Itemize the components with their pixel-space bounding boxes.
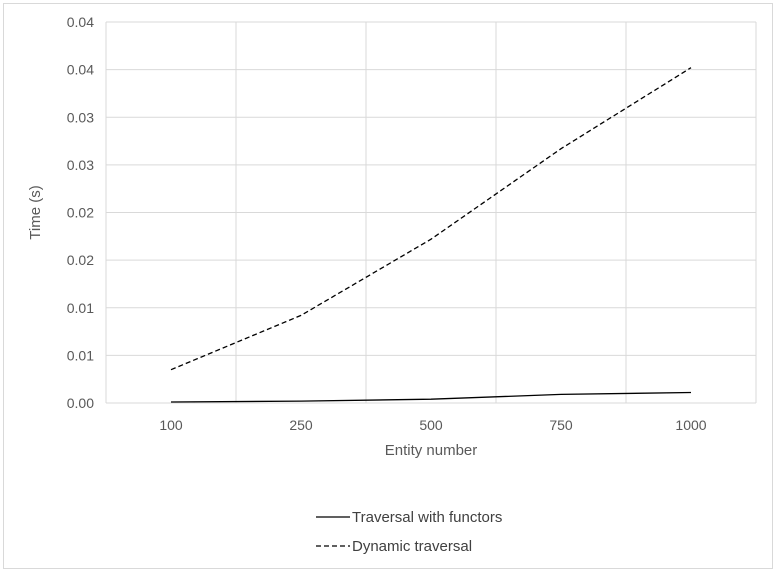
- x-tick-label: 100: [159, 417, 183, 433]
- y-tick-label: 0.01: [67, 300, 94, 316]
- legend: Traversal with functors Dynamic traversal: [316, 509, 502, 555]
- y-axis-title: Time (s): [27, 185, 44, 239]
- chart-container: 0.00 0.01 0.01 0.02 0.02 0.03 0.03 0.04 0.04 100…: [3, 3, 773, 569]
- x-tick-label: 1000: [675, 417, 706, 433]
- series-line-1: [170, 391, 692, 403]
- y-tick-label: 0.04: [67, 14, 94, 30]
- series-lines: [170, 67, 692, 403]
- y-tick-label: 0.03: [67, 109, 94, 125]
- x-axis-title: Entity number: [385, 442, 478, 459]
- x-tick-label: 250: [289, 417, 313, 433]
- line-chart: 0.00 0.01 0.01 0.02 0.02 0.03 0.03 0.04 0.04 100…: [27, 14, 757, 555]
- legend-label: Traversal with functors: [352, 509, 502, 526]
- y-tick-label: 0.04: [67, 62, 94, 78]
- x-tick-label: 750: [549, 417, 573, 433]
- y-tick-label: 0.01: [67, 347, 94, 363]
- gridlines: [105, 21, 757, 404]
- y-tick-label: 0.02: [67, 205, 94, 221]
- legend-label: Dynamic traversal: [352, 538, 472, 555]
- y-tick-label: 0.03: [67, 157, 94, 173]
- y-tick-label: 0.00: [67, 395, 94, 411]
- y-tick-label: 0.02: [67, 252, 94, 268]
- x-axis-ticks: 100 250 500 750 1000: [159, 417, 706, 433]
- y-axis-ticks: 0.00 0.01 0.01 0.02 0.02 0.03 0.03 0.04 0.04: [67, 14, 94, 411]
- series-line-2: [170, 67, 692, 371]
- x-tick-label: 500: [419, 417, 443, 433]
